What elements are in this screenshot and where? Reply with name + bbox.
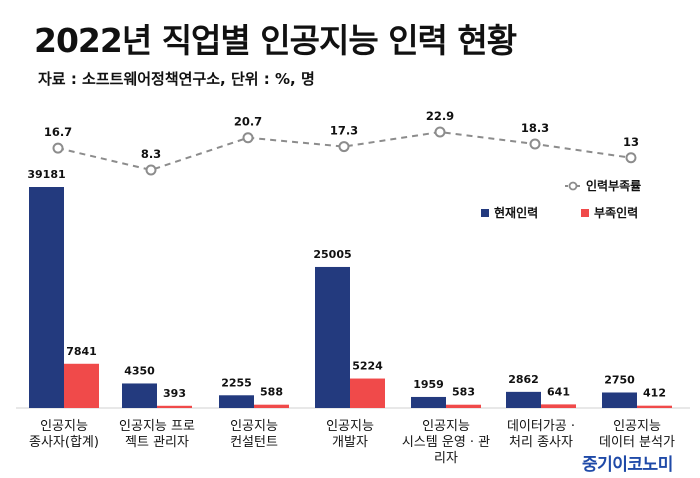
label-current-1: 4350: [124, 364, 155, 377]
legend-current-swatch: [481, 209, 489, 217]
rate-label-1: 8.3: [141, 147, 161, 161]
category-label-4-0: 인공지능: [422, 419, 470, 434]
chart-title: 2022년 직업별 인공지능 인력 현황: [34, 21, 517, 60]
label-current-2: 2255: [221, 376, 252, 389]
watermark: 중기이코노미: [582, 455, 673, 475]
bar-shortage-2: [254, 404, 289, 408]
rate-point-1: [145, 164, 157, 176]
label-current-4: 1959: [413, 378, 444, 391]
rate-point-6: [625, 152, 637, 164]
category-label-1-0: 인공지능 프로: [119, 419, 195, 434]
rate-point-4: [434, 126, 446, 138]
rate-point-2: [242, 132, 254, 144]
rate-point-5: [529, 138, 541, 150]
legend-current-label: 현재인력: [494, 205, 538, 220]
rate-label-2: 20.7: [234, 115, 262, 129]
rate-label-5: 18.3: [521, 121, 549, 135]
category-label-0-0: 인공지능: [40, 419, 88, 434]
category-label-3-0: 인공지능: [326, 419, 374, 434]
legend-shortage-swatch: [581, 209, 589, 217]
category-label-0-1: 종사자(합계): [29, 435, 99, 450]
label-current-6: 2750: [604, 373, 635, 386]
category-label-2-1: 컨설턴트: [230, 435, 278, 450]
label-shortage-5: 641: [547, 385, 570, 398]
bar-shortage-0: [64, 363, 99, 408]
category-label-6-0: 인공지능: [613, 419, 661, 434]
label-current-3: 25005: [313, 248, 351, 261]
label-shortage-6: 412: [643, 387, 666, 400]
bar-current-1: [122, 383, 157, 408]
bar-shortage-6: [637, 405, 672, 408]
category-label-1-1: 젝트 관리자: [125, 435, 189, 450]
bar-shortage-3: [350, 378, 385, 408]
label-shortage-2: 588: [260, 386, 283, 399]
label-shortage-0: 7841: [66, 345, 97, 358]
category-label-2-0: 인공지능: [230, 419, 278, 434]
label-shortage-1: 393: [163, 387, 186, 400]
label-shortage-4: 583: [452, 386, 475, 399]
bar-shortage-1: [157, 405, 192, 408]
category-label-3-1: 개발자: [332, 435, 368, 450]
bar-current-6: [602, 392, 637, 408]
chart-subtitle: 자료 : 소프트웨어정책연구소, 단위 : %, 명: [38, 70, 315, 88]
label-current-0: 39181: [27, 168, 65, 181]
category-label-6-1: 데이터 분석가: [599, 435, 675, 450]
bar-current-5: [506, 391, 541, 408]
legend-shortage-label: 부족인력: [594, 205, 638, 220]
label-current-5: 2862: [508, 373, 539, 386]
rate-point-0: [52, 142, 64, 154]
category-label-5-1: 처리 종사자: [509, 435, 573, 450]
category-label-5-0: 데이터가공 ·: [507, 419, 575, 434]
rate-label-4: 22.9: [426, 109, 454, 123]
category-label-4-1: 시스템 운영 · 관: [402, 435, 490, 450]
bar-shortage-5: [541, 404, 576, 408]
category-label-4-2: 리자: [434, 451, 458, 466]
rate-label-6: 13: [623, 135, 639, 149]
bar-current-4: [411, 396, 446, 408]
rate-label-0: 16.7: [44, 125, 72, 139]
rate-label-3: 17.3: [330, 124, 358, 138]
label-shortage-3: 5224: [352, 360, 383, 373]
bar-current-2: [219, 395, 254, 408]
rate-point-3: [338, 141, 350, 153]
legend-rate-marker: [568, 181, 578, 191]
bar-current-0: [29, 187, 64, 408]
legend-rate-label: 인력부족률: [586, 178, 641, 193]
bar-shortage-4: [446, 404, 481, 408]
bar-current-3: [315, 266, 350, 408]
